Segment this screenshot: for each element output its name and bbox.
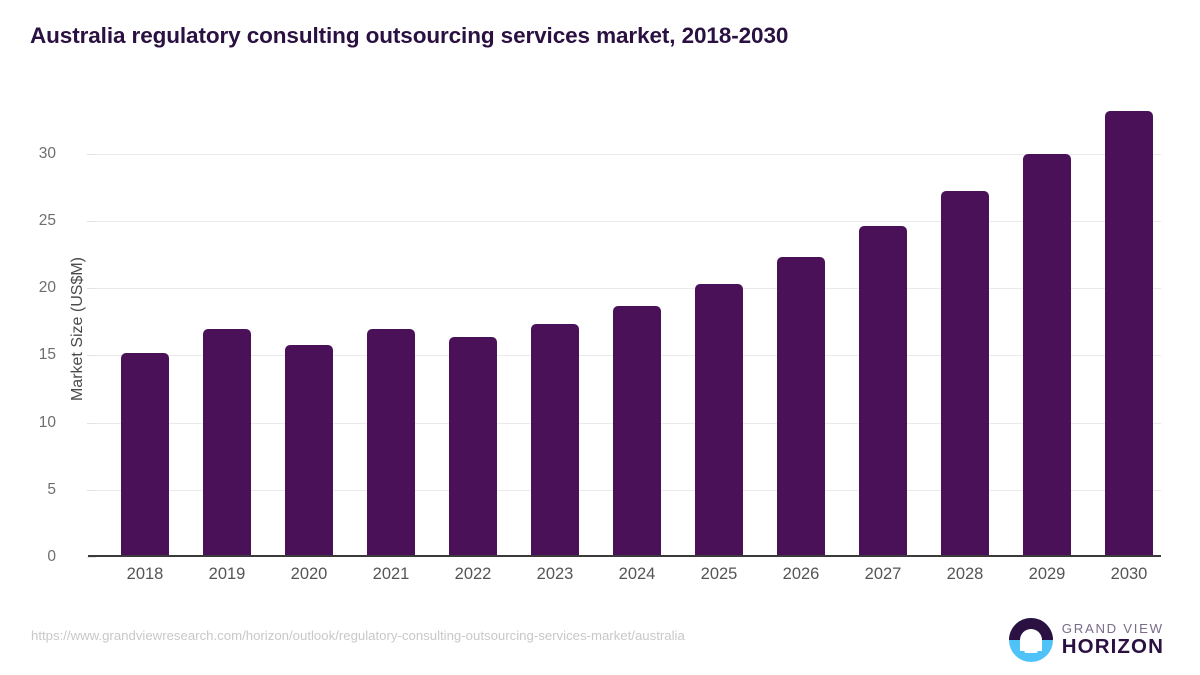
y-axis-tick-mark bbox=[87, 422, 96, 424]
bar[interactable] bbox=[859, 226, 907, 557]
y-axis-tick-label: 0 bbox=[47, 548, 56, 565]
bar[interactable] bbox=[941, 191, 989, 557]
y-axis-tick-label: 25 bbox=[38, 211, 56, 229]
brand-name-secondary: HORIZON bbox=[1061, 635, 1164, 659]
bar[interactable] bbox=[531, 324, 579, 557]
brand-logo-text: GRAND VIEW HORIZON bbox=[1062, 622, 1164, 657]
logo-sun bbox=[1019, 629, 1042, 652]
x-axis-tick-label: 2025 bbox=[700, 565, 738, 583]
x-axis-tick-label: 2028 bbox=[946, 565, 984, 583]
y-axis-tick-mark bbox=[87, 220, 96, 222]
x-axis-tick-label: 2030 bbox=[1110, 565, 1148, 583]
y-axis-tick-label: 10 bbox=[38, 413, 56, 431]
y-axis-tick-mark bbox=[87, 355, 96, 357]
y-axis-title: Market Size (US$M) bbox=[69, 256, 86, 401]
x-axis-line bbox=[88, 555, 1161, 557]
plot-area: 0 5 10 15 20 25 30 2018 2019 2020 2021 2022 2023 202… bbox=[39, 100, 1161, 583]
y-axis-tick-label: 30 bbox=[38, 144, 56, 162]
brand-name-primary: GRAND VIEW bbox=[1061, 621, 1164, 637]
bar[interactable] bbox=[695, 284, 743, 557]
bar[interactable] bbox=[1105, 110, 1153, 557]
gridline bbox=[96, 153, 1161, 155]
bar[interactable] bbox=[449, 336, 497, 557]
page-title: Australia regulatory consulting outsourc… bbox=[30, 23, 789, 48]
logo-sky bbox=[1008, 618, 1053, 640]
source-url[interactable]: https://www.grandviewresearch.com/horizo… bbox=[31, 628, 685, 643]
x-axis-tick-label: 2022 bbox=[454, 565, 492, 583]
x-axis-tick-label: 2021 bbox=[372, 565, 410, 583]
bar[interactable] bbox=[777, 257, 825, 557]
x-axis-tick-label: 2023 bbox=[536, 565, 574, 583]
bar[interactable] bbox=[1023, 153, 1071, 557]
bar[interactable] bbox=[367, 328, 415, 557]
y-axis-tick-label: 20 bbox=[38, 279, 56, 297]
x-axis-tick-label: 2026 bbox=[782, 565, 820, 583]
x-axis-tick-label: 2018 bbox=[126, 565, 164, 583]
y-axis-tick-mark bbox=[87, 489, 96, 491]
y-axis-tick-label: 5 bbox=[47, 480, 56, 498]
x-axis-tick-label: 2029 bbox=[1028, 565, 1066, 583]
gridline bbox=[96, 220, 1161, 222]
brand-logo: GRAND VIEW HORIZON bbox=[1008, 617, 1164, 663]
bar[interactable] bbox=[613, 305, 661, 557]
y-axis-tick-mark bbox=[87, 153, 96, 155]
x-axis-tick-label: 2027 bbox=[864, 565, 902, 583]
bar[interactable] bbox=[121, 352, 169, 557]
gridline bbox=[96, 288, 1161, 290]
x-axis-tick-label: 2020 bbox=[290, 565, 328, 583]
x-axis-tick-label: 2024 bbox=[618, 565, 656, 583]
y-axis-tick-mark bbox=[87, 288, 96, 290]
logo-line-lower bbox=[1024, 649, 1038, 654]
y-axis-tick-mark bbox=[87, 557, 96, 558]
logo-line-upper bbox=[1020, 644, 1041, 648]
x-axis-tick-label: 2019 bbox=[208, 565, 246, 583]
bar[interactable] bbox=[203, 328, 251, 557]
bar[interactable] bbox=[285, 344, 333, 557]
horizon-sun-circle-icon bbox=[1008, 618, 1053, 662]
y-axis-tick-label: 15 bbox=[38, 346, 56, 364]
